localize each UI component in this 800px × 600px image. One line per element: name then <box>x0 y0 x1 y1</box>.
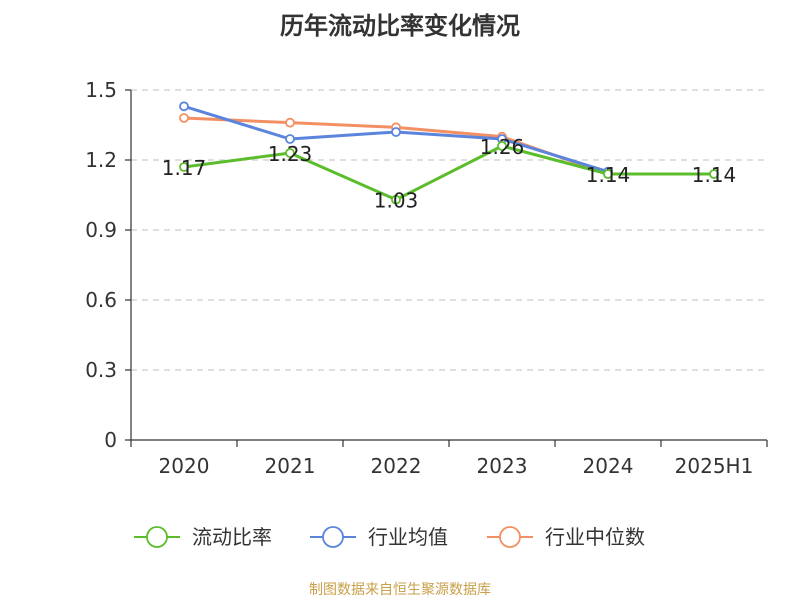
data-point <box>391 194 401 205</box>
data-label: 1.03 <box>374 189 419 213</box>
chart-title: 历年流动比率变化情况 <box>280 12 520 40</box>
series-lines <box>179 101 719 205</box>
y-tick-label: 1.5 <box>85 78 117 102</box>
data-point <box>179 113 189 123</box>
data-label: 1.17 <box>162 156 207 180</box>
legend-label: 行业均值 <box>368 525 448 549</box>
series-line-0 <box>183 144 714 202</box>
series-line-1 <box>183 104 609 174</box>
legend-marker <box>499 526 521 548</box>
axes: 0 0.3 0.6 0.9 1.2 1.5 2020 2021 2022 2023 2024 2025… <box>85 78 768 478</box>
legend-marker <box>146 526 168 548</box>
x-tick-label: 2024 <box>583 454 634 478</box>
data-label: 1.14 <box>586 163 631 187</box>
x-tick-label: 2021 <box>265 454 316 478</box>
data-point <box>497 141 507 151</box>
data-label: 1.14 <box>692 163 737 187</box>
data-point <box>391 127 401 137</box>
data-point <box>179 162 189 172</box>
x-tick-label: 2022 <box>371 454 422 478</box>
legend: 流动比率 行业均值 行业中位数 <box>134 525 645 549</box>
data-labels: 1.17 1.23 1.03 1.26 1.14 1.14 <box>162 135 737 213</box>
data-point <box>285 134 295 144</box>
legend-item-2: 行业中位数 <box>487 525 645 549</box>
gridlines <box>131 89 767 371</box>
legend-item-1: 行业均值 <box>310 525 448 549</box>
data-point <box>603 169 613 179</box>
y-tick-label: 0.3 <box>85 358 117 382</box>
legend-item-0: 流动比率 <box>134 525 272 549</box>
legend-label: 流动比率 <box>192 525 272 549</box>
data-point <box>285 117 295 128</box>
y-tick-label: 0.9 <box>85 218 117 242</box>
legend-marker <box>322 526 344 548</box>
source-note: 制图数据来自恒生聚源数据库 <box>309 582 491 598</box>
data-label: 1.26 <box>480 135 525 159</box>
y-tick-label: 0.6 <box>85 288 117 312</box>
data-label: 1.23 <box>268 142 313 166</box>
x-tick-label: 2023 <box>477 454 528 478</box>
y-tick-label: 1.2 <box>85 148 117 172</box>
x-tick-label: 2025H1 <box>675 454 754 478</box>
y-tick-label: 0 <box>104 428 117 452</box>
x-tick-label: 2020 <box>159 454 210 478</box>
data-point <box>709 169 719 179</box>
data-point <box>285 148 295 158</box>
data-point <box>179 101 189 112</box>
legend-label: 行业中位数 <box>545 525 645 549</box>
